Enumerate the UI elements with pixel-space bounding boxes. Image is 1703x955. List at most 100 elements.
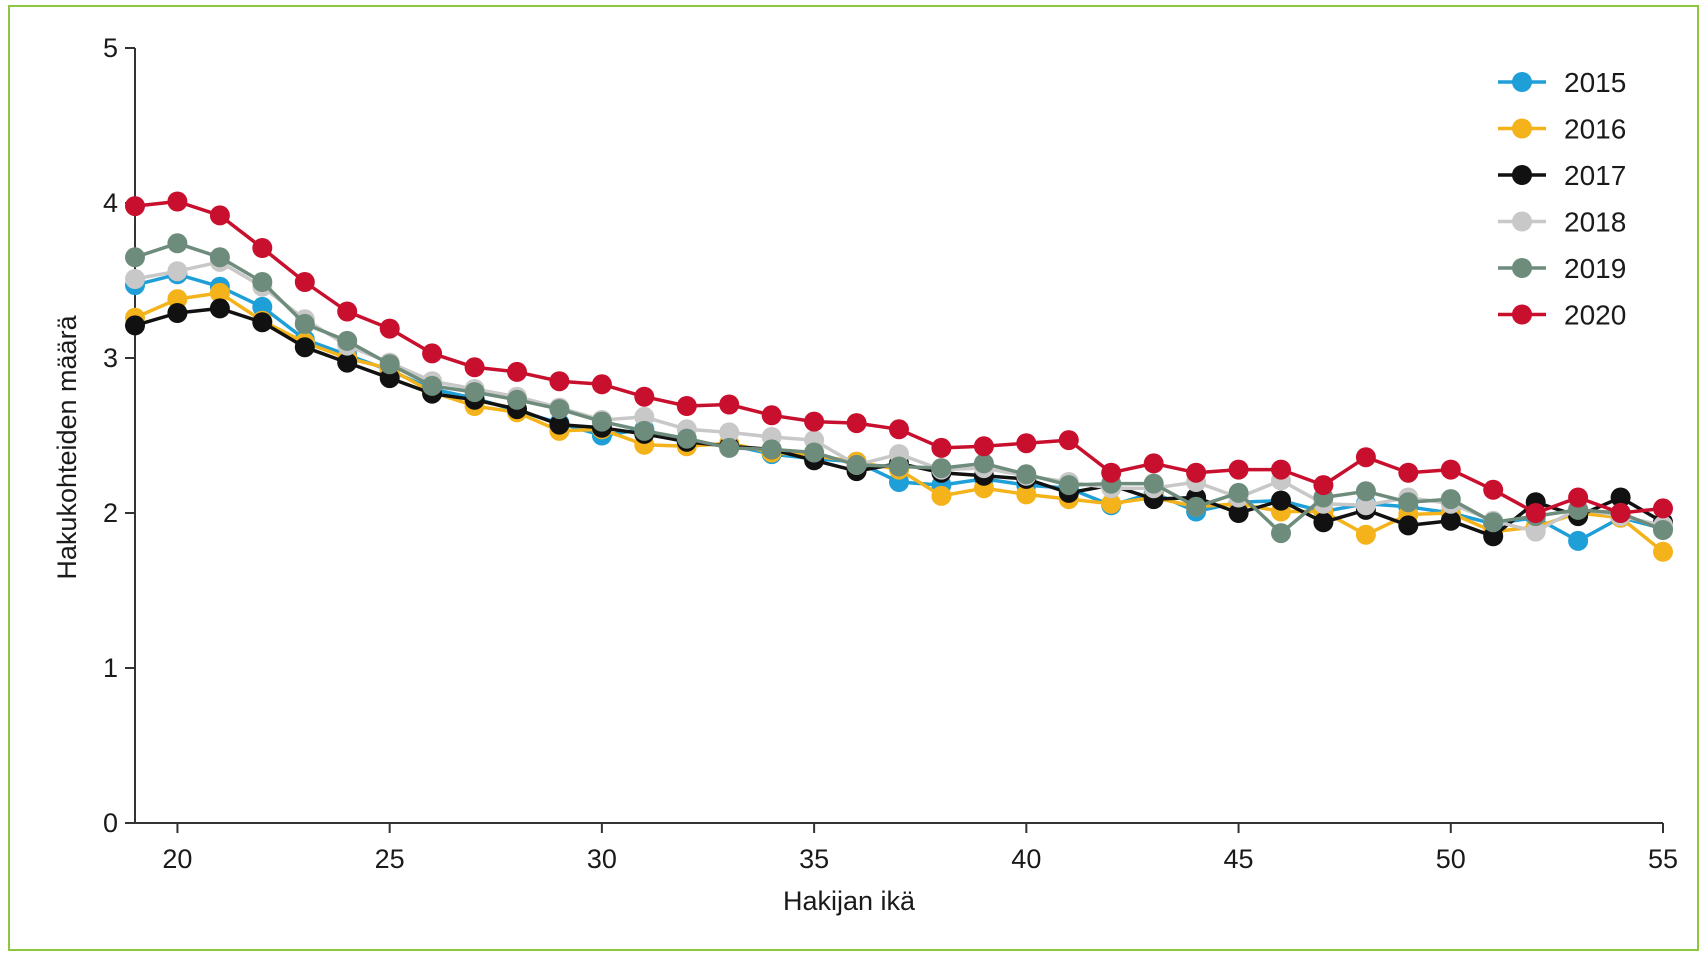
data-point xyxy=(973,436,994,457)
data-point xyxy=(1568,530,1589,551)
data-point xyxy=(1653,498,1673,519)
data-point xyxy=(1355,495,1376,516)
legend-label: 2020 xyxy=(1564,300,1626,331)
x-ticks: 20 25 30 35 40 45 50 55 xyxy=(162,823,1678,874)
data-point xyxy=(125,269,145,289)
data-point xyxy=(1143,473,1164,494)
data-point xyxy=(1525,521,1546,542)
series-layer xyxy=(125,191,1673,562)
x-axis-title: Hakijan ikä xyxy=(783,886,916,916)
legend-swatch-marker xyxy=(1512,258,1532,278)
data-point xyxy=(1483,479,1504,500)
data-point xyxy=(1568,487,1589,508)
data-point xyxy=(931,458,952,479)
data-point xyxy=(846,413,867,434)
data-point xyxy=(1398,515,1419,536)
data-point xyxy=(1143,453,1164,474)
data-point xyxy=(507,361,527,382)
data-point xyxy=(379,318,400,339)
data-point xyxy=(1355,481,1376,502)
data-point xyxy=(634,420,655,441)
data-point xyxy=(422,343,443,364)
data-point xyxy=(1016,464,1037,485)
data-point xyxy=(549,371,570,392)
data-point xyxy=(1228,482,1249,503)
data-point xyxy=(1653,541,1673,562)
data-point xyxy=(719,422,740,443)
data-point xyxy=(1483,526,1504,547)
data-point xyxy=(1610,503,1631,523)
x-tick-label: 45 xyxy=(1224,844,1254,874)
legend-item-2017: 2017 xyxy=(1498,160,1626,191)
data-point xyxy=(804,411,825,432)
data-point xyxy=(252,296,273,317)
data-point xyxy=(889,419,909,440)
data-point xyxy=(294,272,315,292)
data-point xyxy=(125,315,145,336)
data-point xyxy=(167,289,188,310)
data-point xyxy=(1271,490,1291,511)
data-point xyxy=(1483,512,1504,533)
legend-label: 2016 xyxy=(1564,114,1626,145)
data-point xyxy=(719,437,740,458)
legend-label: 2018 xyxy=(1564,207,1626,238)
data-point xyxy=(294,313,315,334)
data-point xyxy=(1058,475,1079,496)
data-point xyxy=(209,298,230,319)
data-point xyxy=(804,442,825,463)
y-tick-label: 3 xyxy=(103,343,118,373)
data-point xyxy=(464,382,485,403)
legend-swatch-marker xyxy=(1512,211,1532,232)
legend-swatch-marker xyxy=(1512,304,1532,325)
data-point xyxy=(1653,520,1673,540)
series-2020 xyxy=(125,191,1673,523)
data-point xyxy=(167,233,188,254)
data-point xyxy=(422,375,443,396)
chart-frame xyxy=(8,5,1699,951)
legend-item-2018: 2018 xyxy=(1498,207,1626,238)
data-point xyxy=(889,456,909,477)
data-point xyxy=(1271,459,1291,480)
data-point xyxy=(676,396,697,416)
y-tick-label: 1 xyxy=(103,653,118,683)
legend-label: 2017 xyxy=(1564,160,1626,191)
data-point xyxy=(1440,459,1461,480)
data-point xyxy=(549,399,570,420)
data-point xyxy=(1228,503,1249,523)
y-ticks: 0 1 2 3 4 5 xyxy=(103,33,135,838)
data-point xyxy=(507,389,527,410)
data-point xyxy=(125,196,145,217)
data-point xyxy=(719,394,740,415)
data-point xyxy=(1271,523,1291,544)
data-point xyxy=(634,386,655,407)
data-point xyxy=(1440,489,1461,510)
data-point xyxy=(464,357,485,378)
data-point xyxy=(591,411,612,432)
x-tick-label: 35 xyxy=(799,844,829,874)
data-point xyxy=(1313,475,1334,496)
series-2015 xyxy=(125,264,1673,551)
data-point xyxy=(1058,430,1079,451)
data-point xyxy=(1186,496,1207,517)
data-point xyxy=(294,337,315,358)
data-point xyxy=(337,330,358,351)
data-point xyxy=(1016,433,1037,454)
data-point xyxy=(1440,510,1461,531)
data-point xyxy=(931,437,952,458)
data-point xyxy=(761,439,782,460)
data-point xyxy=(379,368,400,389)
data-point xyxy=(209,282,230,303)
data-point xyxy=(252,238,273,258)
data-point xyxy=(549,414,570,435)
data-point xyxy=(676,428,697,449)
y-tick-label: 0 xyxy=(103,808,118,838)
legend-item-2016: 2016 xyxy=(1498,114,1626,145)
data-point xyxy=(973,453,994,474)
legend-swatch-marker xyxy=(1512,72,1532,92)
data-point xyxy=(125,247,145,268)
data-point xyxy=(1398,462,1419,483)
legend-label: 2019 xyxy=(1564,253,1626,284)
x-tick-label: 50 xyxy=(1436,844,1466,874)
